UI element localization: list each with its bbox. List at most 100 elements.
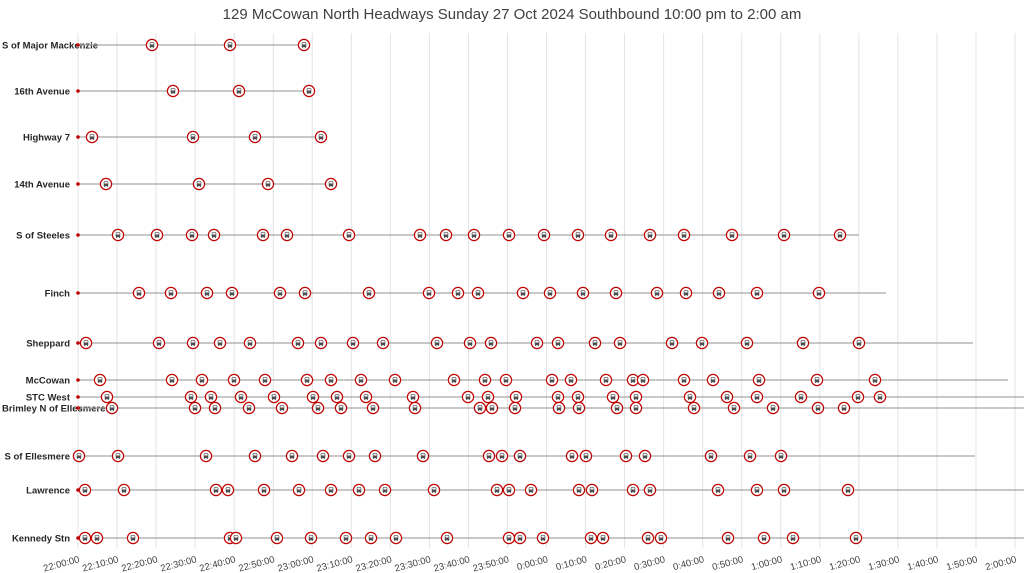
bus-icon-wheel <box>617 409 619 411</box>
stop-label: Lawrence <box>26 486 70 497</box>
stop-label: Brimley N of Ellesmere <box>2 404 106 415</box>
bus-icon-wheel <box>280 409 282 411</box>
bus-icon-wheel <box>277 539 279 541</box>
bus-marker <box>740 336 754 350</box>
bus-icon-wheel <box>298 344 300 346</box>
bus-icon-window <box>329 487 333 490</box>
bus-icon-window <box>682 232 686 235</box>
bus-icon-wheel <box>682 381 684 383</box>
bus-icon-window <box>77 453 81 456</box>
bus-icon-window <box>466 394 470 397</box>
bus-icon-wheel <box>97 539 100 541</box>
bus-icon-wheel <box>717 294 719 296</box>
bus-marker <box>516 286 530 300</box>
bus-icon-window <box>371 405 375 408</box>
bus-marker <box>406 390 420 404</box>
bus-icon-window <box>209 394 213 397</box>
bus-marker <box>413 228 427 242</box>
bus-icon-wheel <box>366 398 368 400</box>
bus-icon-wheel <box>262 491 264 493</box>
bus-icon-wheel <box>263 381 265 383</box>
bus-marker <box>258 373 272 387</box>
bus-icon-wheel <box>507 236 509 238</box>
bus-marker <box>186 130 200 144</box>
stop-label: S of Ellesmere <box>5 452 70 463</box>
bus-icon-wheel <box>139 294 141 296</box>
stop-row: Highway 7 <box>23 130 328 144</box>
bus-marker <box>223 38 237 52</box>
bus-icon-window <box>383 487 387 490</box>
bus-icon-wheel <box>700 344 702 346</box>
bus-icon-window <box>104 181 108 184</box>
bus-icon-window <box>261 232 265 235</box>
bus-marker <box>626 483 640 497</box>
bus-marker <box>463 336 477 350</box>
bus-marker <box>166 84 180 98</box>
bus-icon-wheel <box>278 294 280 296</box>
bus-icon-wheel <box>692 409 694 411</box>
bus-marker <box>359 390 373 404</box>
bus-icon-wheel <box>369 294 371 296</box>
bus-marker <box>430 336 444 350</box>
bus-marker <box>461 390 475 404</box>
bus-icon-wheel <box>844 409 846 411</box>
bus-icon-wheel <box>490 409 492 411</box>
bus-icon-wheel <box>542 236 544 238</box>
series-start-dot <box>76 341 80 345</box>
bus-icon-wheel <box>434 491 436 493</box>
bus-icon-wheel <box>84 344 86 346</box>
bus-marker <box>750 286 764 300</box>
bus-icon-window <box>584 453 588 456</box>
bus-icon-wheel <box>646 539 648 541</box>
bus-icon-wheel <box>357 491 359 493</box>
x-tick-label: 22:20:00 <box>120 554 159 573</box>
stop-row: Brimley N of Ellesmere <box>2 401 1024 415</box>
bus-icon-wheel <box>236 539 238 541</box>
bus-icon-wheel <box>189 398 191 400</box>
x-tick-label: 0:10:00 <box>555 554 588 573</box>
bus-marker <box>572 483 586 497</box>
bus-icon-window <box>762 535 766 538</box>
stop-label: Kennedy Stn <box>12 534 70 545</box>
bus-icon-window <box>618 340 622 343</box>
bus-icon-wheel <box>359 381 361 383</box>
bus-icon-wheel <box>371 539 373 541</box>
bus-icon-window <box>347 453 351 456</box>
bus-icon-window <box>411 394 415 397</box>
bus-icon-window <box>556 394 560 397</box>
bus-icon-wheel <box>172 381 174 383</box>
bus-icon-window <box>285 232 289 235</box>
bus-icon-wheel <box>456 294 458 296</box>
bus-icon-wheel <box>104 185 106 187</box>
bus-marker <box>184 390 198 404</box>
bus-marker <box>346 336 360 350</box>
bus-icon-wheel <box>504 381 506 383</box>
bus-icon-wheel <box>509 491 511 493</box>
bus-icon-window <box>84 340 88 343</box>
bus-icon-window <box>110 405 114 408</box>
bus-icon-wheel <box>550 294 552 296</box>
bus-icon-window <box>213 405 217 408</box>
bus-icon-window <box>218 340 222 343</box>
bus-marker <box>683 390 697 404</box>
bus-icon-wheel <box>220 344 222 346</box>
bus-marker <box>447 373 461 387</box>
bus-marker <box>565 449 579 463</box>
bus-marker <box>604 228 618 242</box>
stop-label: STC West <box>26 393 71 404</box>
bus-icon-window <box>290 453 294 456</box>
stop-row: McCowan <box>26 373 1008 387</box>
bus-icon-wheel <box>299 491 301 493</box>
bus-icon-window <box>500 453 504 456</box>
bus-icon-window <box>609 232 613 235</box>
bus-icon-wheel <box>319 138 321 140</box>
bus-icon-window <box>212 232 216 235</box>
bus-icon-window <box>309 535 313 538</box>
bus-icon-wheel <box>745 344 747 346</box>
bus-marker <box>261 177 275 191</box>
bus-marker <box>513 449 527 463</box>
bus-icon-wheel <box>520 539 522 541</box>
bus-icon-window <box>601 535 605 538</box>
bus-icon-wheel <box>173 92 175 95</box>
bus-marker <box>285 449 299 463</box>
